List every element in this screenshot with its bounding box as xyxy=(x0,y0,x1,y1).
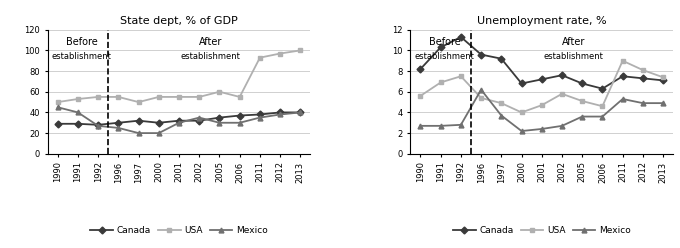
Title: State dept, % of GDP: State dept, % of GDP xyxy=(120,16,238,26)
Legend: Canada, USA, Mexico: Canada, USA, Mexico xyxy=(449,223,634,239)
Text: Before: Before xyxy=(428,37,460,47)
Text: establishment: establishment xyxy=(181,52,241,61)
Text: After: After xyxy=(199,37,222,47)
Text: After: After xyxy=(562,37,585,47)
Text: establishment: establishment xyxy=(543,52,603,61)
Text: establishment: establishment xyxy=(52,52,112,61)
Text: establishment: establishment xyxy=(415,52,475,61)
Title: Unemployment rate, %: Unemployment rate, % xyxy=(477,16,607,26)
Text: Before: Before xyxy=(66,37,98,47)
Legend: Canada, USA, Mexico: Canada, USA, Mexico xyxy=(86,223,271,239)
